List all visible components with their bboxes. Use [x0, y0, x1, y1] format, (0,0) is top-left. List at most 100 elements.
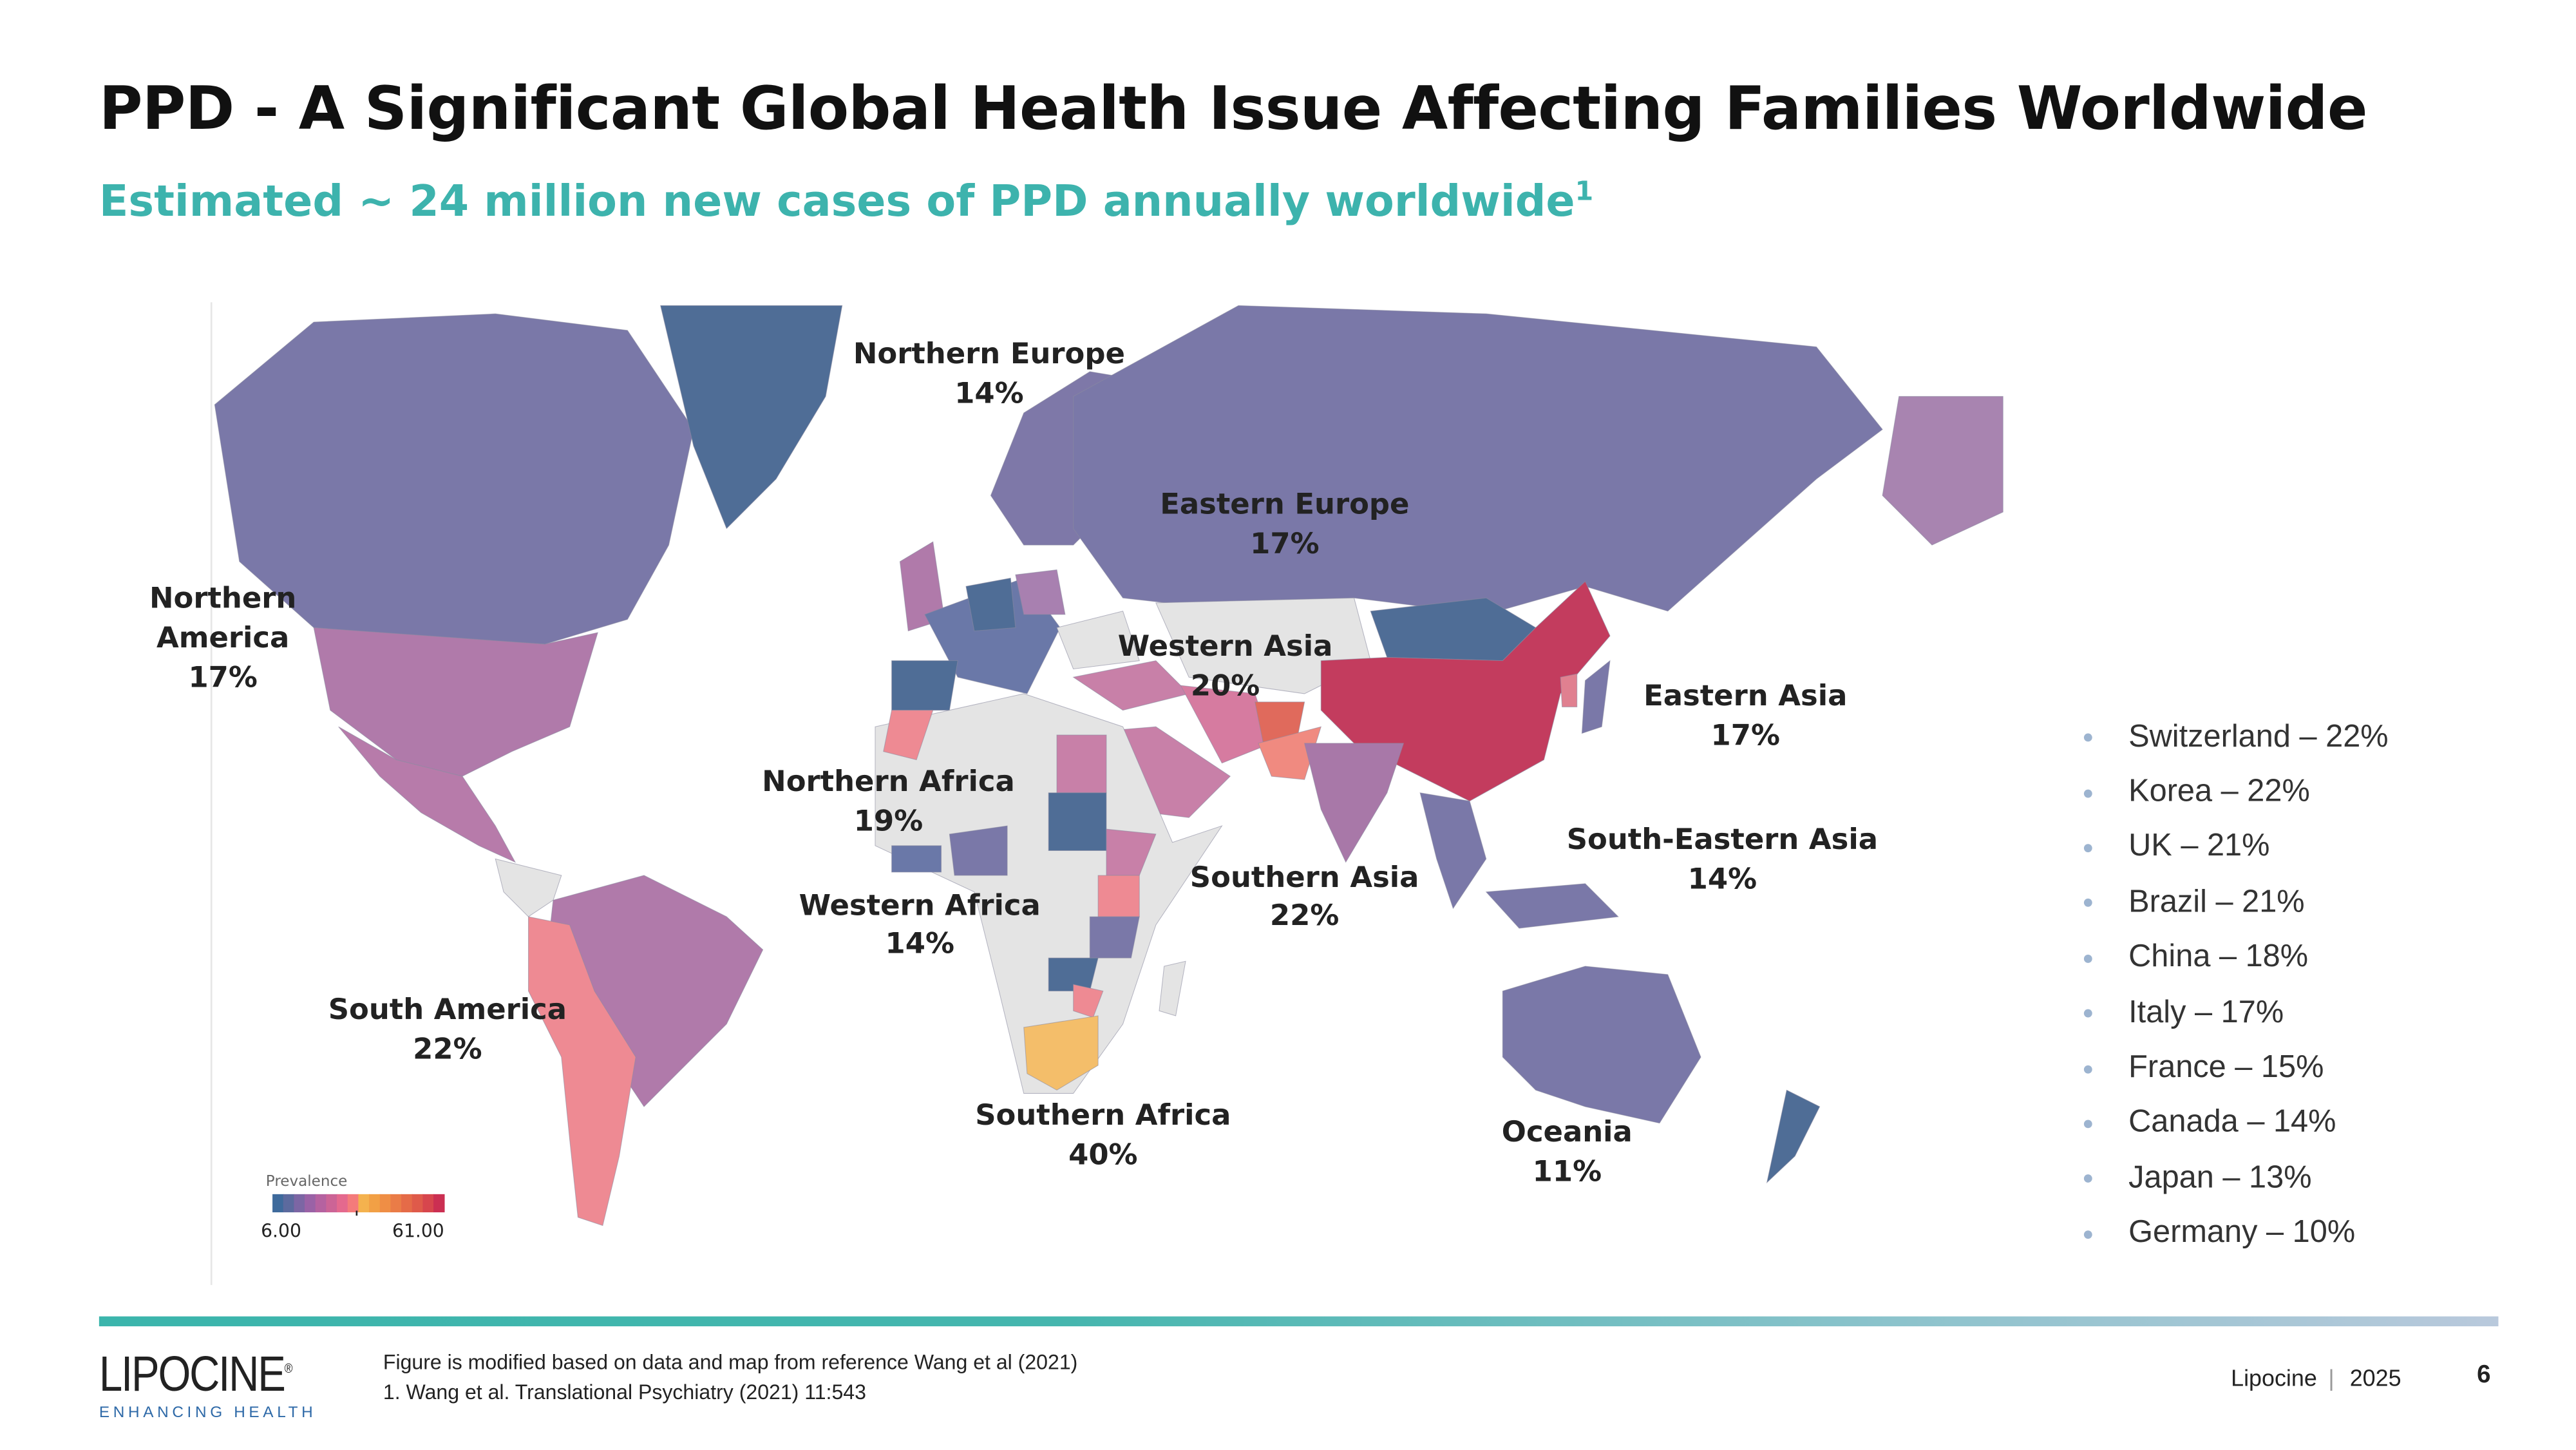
region-label: Southern Africa	[975, 1098, 1231, 1132]
region-australia	[1502, 966, 1701, 1124]
region-value: 11%	[1533, 1154, 1602, 1188]
region-africa	[875, 693, 1223, 1094]
list-item: Japan – 13%	[2083, 1151, 2389, 1207]
region-sudan	[1048, 792, 1107, 852]
list-item: France – 15%	[2083, 1041, 2389, 1096]
page-number: 6	[2477, 1360, 2491, 1389]
country-label: Korea – 22%	[2128, 774, 2310, 810]
region-egypt	[1056, 734, 1107, 794]
country-label: Italy – 17%	[2128, 995, 2284, 1031]
region-label: Eastern Asia	[1643, 678, 1847, 712]
region-value: 14%	[954, 376, 1023, 410]
list-item: Germany – 10%	[2083, 1207, 2389, 1262]
country-label: Brazil – 21%	[2128, 884, 2305, 920]
region-label: America	[156, 620, 289, 654]
bullet-icon	[2083, 1230, 2092, 1239]
figure-note: Figure is modified based on data and map…	[383, 1351, 1078, 1375]
region-morocco	[883, 710, 934, 761]
region-germany	[965, 577, 1016, 632]
legend-swatch	[326, 1194, 337, 1213]
region-madagascar	[1159, 960, 1186, 1016]
region-value: 20%	[1191, 668, 1260, 702]
legend-swatch	[422, 1194, 434, 1213]
legend-min: 6.00	[261, 1221, 301, 1242]
region-label: Northern	[149, 581, 296, 615]
region-indonesia	[1485, 883, 1619, 929]
region-label: Eastern Europe	[1160, 486, 1409, 520]
region-new-zealand	[1766, 1089, 1821, 1184]
legend-swatch	[379, 1194, 392, 1213]
region-eastern-europe-w	[1015, 569, 1066, 615]
footnote-ref: 1	[1575, 175, 1594, 207]
bullet-icon	[2083, 1009, 2092, 1018]
list-item: Italy – 17%	[2083, 986, 2389, 1042]
footer-company: Lipocine	[2231, 1364, 2317, 1391]
region-label: Western Africa	[799, 888, 1041, 922]
legend-color-scale	[272, 1194, 445, 1213]
legend-swatch	[358, 1194, 370, 1213]
bullet-icon	[2083, 733, 2092, 742]
footer-separator: |	[2328, 1364, 2334, 1391]
country-label: Japan – 13%	[2128, 1161, 2312, 1196]
region-balkans	[1056, 611, 1140, 670]
legend-swatch	[401, 1194, 413, 1213]
footer-divider	[99, 1316, 2499, 1326]
bullet-icon	[2083, 899, 2092, 908]
region-mexico	[338, 726, 516, 863]
legend-max: 61.00	[392, 1221, 444, 1242]
region-label: Western Asia	[1118, 629, 1333, 663]
list-item: Korea – 22%	[2083, 765, 2389, 821]
list-item: Brazil – 21%	[2083, 875, 2389, 931]
region-nigeria	[949, 825, 1008, 876]
list-item: Switzerland – 22%	[2083, 711, 2389, 766]
region-value: 22%	[1270, 898, 1339, 932]
region-spain	[891, 660, 958, 711]
legend-swatch	[347, 1194, 359, 1213]
region-korea	[1560, 673, 1578, 707]
region-label: Oceania	[1502, 1114, 1633, 1149]
legend-swatch	[369, 1194, 381, 1213]
region-west-africa	[891, 845, 942, 873]
region-japan	[1581, 660, 1611, 734]
bullet-icon	[2083, 844, 2092, 852]
region-label: Northern Europe	[853, 336, 1125, 370]
region-value: 17%	[1250, 526, 1319, 560]
region-label: South America	[328, 992, 567, 1026]
region-south-africa	[1023, 1015, 1099, 1091]
bullet-icon	[2083, 1174, 2092, 1183]
legend-title: Prevalence	[266, 1173, 348, 1190]
bullet-icon	[2083, 1120, 2092, 1129]
legend-swatch	[283, 1194, 295, 1213]
legend-swatch	[433, 1194, 445, 1213]
region-india	[1303, 743, 1405, 863]
region-labels: Northern Europe 14% Eastern Europe 17% N…	[149, 336, 1878, 1188]
region-tanzania	[1089, 916, 1140, 959]
prevalence-legend: Prevalence 6.00 61.00	[261, 1173, 445, 1242]
region-value: 19%	[854, 804, 923, 838]
list-item: China – 18%	[2083, 931, 2389, 986]
legend-swatch	[294, 1194, 305, 1213]
region-south-america-gray	[495, 858, 562, 917]
region-value: 40%	[1068, 1138, 1137, 1172]
region-value: 17%	[188, 660, 257, 694]
list-item: UK – 21%	[2083, 821, 2389, 876]
legend-swatch	[337, 1194, 348, 1213]
legend-swatch	[305, 1194, 316, 1213]
region-pakistan	[1258, 726, 1322, 780]
bullet-icon	[2083, 954, 2092, 963]
subtitle: Estimated ~ 24 million new cases of PPD …	[99, 175, 1594, 227]
country-prevalence-list: Switzerland – 22% Korea – 22% UK – 21% Braz…	[2083, 711, 2389, 1262]
region-label: South-Eastern Asia	[1567, 822, 1878, 856]
region-se-asia	[1419, 792, 1487, 910]
region-value: 22%	[413, 1032, 482, 1066]
region-russia	[1073, 305, 1883, 615]
region-label: Northern Africa	[762, 764, 1015, 798]
legend-swatch	[412, 1194, 424, 1213]
region-far-east	[1882, 396, 2003, 546]
region-turkey	[1072, 660, 1190, 711]
region-canada	[214, 313, 694, 645]
country-label: Canada – 14%	[2128, 1105, 2336, 1141]
legend-swatch	[272, 1194, 284, 1213]
bullet-icon	[2083, 788, 2092, 797]
